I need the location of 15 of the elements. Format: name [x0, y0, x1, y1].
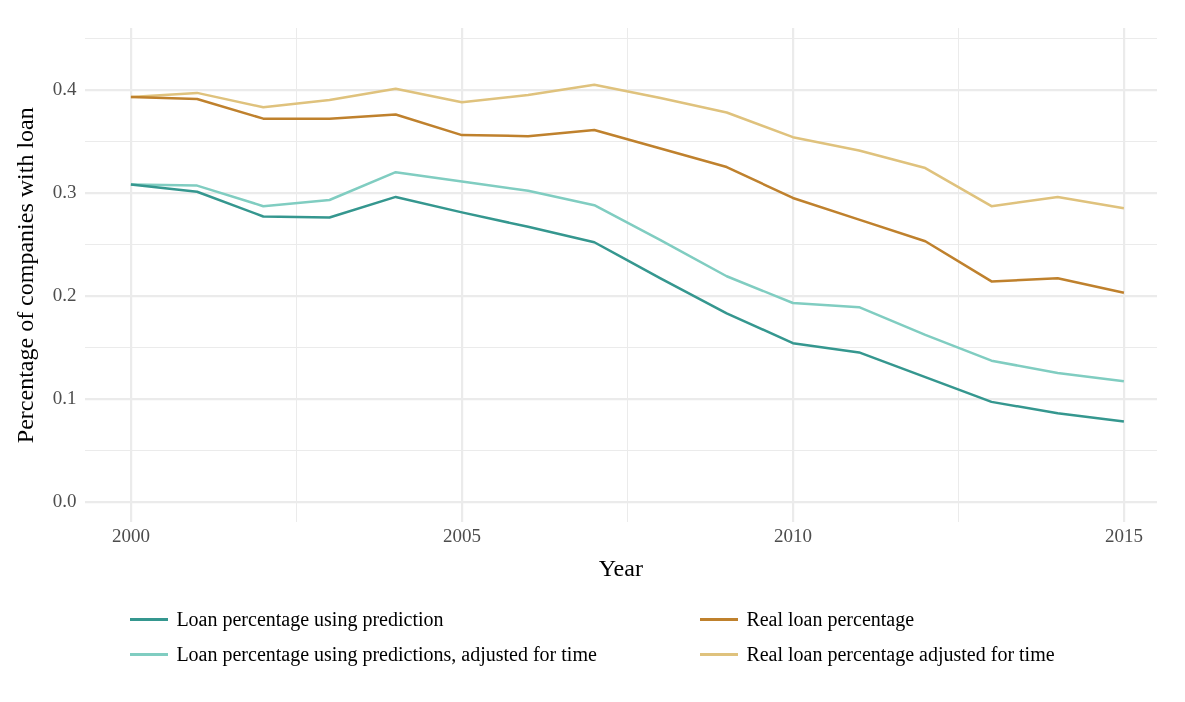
x-tick-label: 2000 [111, 524, 150, 546]
y-axis-title: Percentage of companies with loan [11, 107, 38, 444]
legend-label: Loan percentage using predictions, adjusted for time [176, 643, 597, 666]
y-tick-label: 0.3 [52, 180, 77, 202]
x-tick-label: 2010 [773, 524, 812, 546]
x-axis-title: Year [598, 554, 643, 581]
y-tick-label: 0.2 [52, 283, 77, 305]
text: 0.0 [52, 489, 77, 511]
legend-label: Real loan percentage [746, 608, 915, 631]
legend-label: Loan percentage using prediction [176, 608, 444, 631]
legend-label: Real loan percentage adjusted for time [746, 643, 1055, 666]
x-tick-label: 2015 [1104, 524, 1143, 546]
y-tick-label: 0.1 [52, 386, 77, 408]
y-tick-label: 0.4 [52, 77, 78, 99]
x-tick-label: 2005 [442, 524, 481, 546]
